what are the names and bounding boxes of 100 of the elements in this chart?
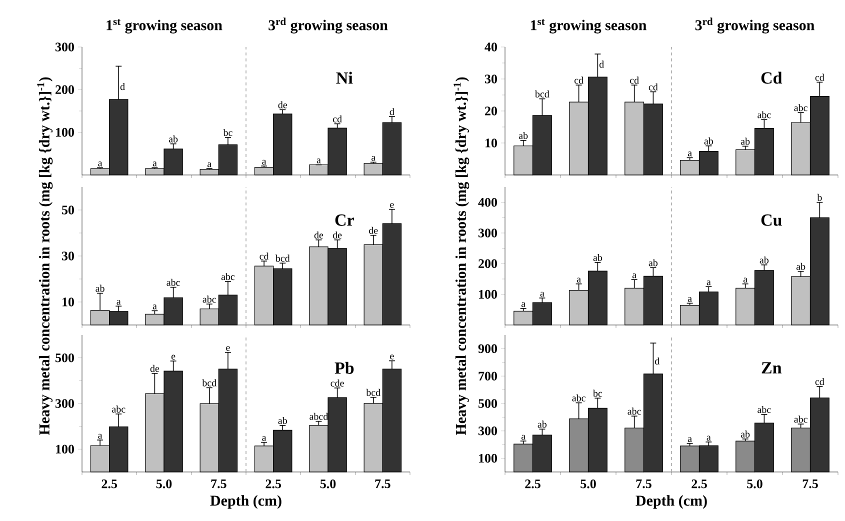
x-tick-label: 5.0	[320, 480, 336, 488]
y-axis-title: Heavy metal concentration in roots (mg [kg {dry wt.}]$^{-1}$)	[37, 77, 53, 436]
data-label: ab	[648, 259, 658, 266]
data-label: a	[98, 162, 102, 166]
y-tick-label: 100	[56, 444, 74, 454]
data-label: cd	[260, 252, 269, 260]
data-label: ab	[168, 135, 178, 142]
data-label: d	[599, 60, 604, 68]
data-label: a	[706, 280, 711, 286]
data-label: a	[706, 436, 711, 441]
data-label: a	[688, 297, 692, 302]
data-label: de	[369, 226, 378, 234]
data-label: ab	[278, 416, 287, 424]
data-label: cd	[574, 76, 584, 84]
data-label: a	[152, 304, 157, 310]
data-label: a	[688, 152, 692, 156]
data-label: abc	[572, 394, 586, 402]
data-label: ab	[760, 256, 769, 264]
x-tick-label: 7.5	[375, 480, 390, 488]
x-tick-label: 7.5	[211, 480, 226, 488]
x-axis-title: Depth (cm)	[636, 495, 707, 509]
data-label: a	[116, 300, 121, 305]
data-label: de	[278, 101, 288, 108]
data-label: e	[226, 346, 230, 351]
x-tick-label: 7.5	[802, 480, 818, 488]
x-tick-label: 2.5	[525, 480, 540, 488]
data-label: ab	[740, 430, 750, 438]
x-axis-title: Depth (cm)	[210, 495, 282, 509]
data-label: bc	[223, 129, 232, 136]
y-tick-label: 100	[479, 454, 497, 463]
data-label: e	[171, 354, 176, 360]
text: 1$^{st}$ growing season	[530, 19, 646, 34]
y-tick-label: 300	[55, 399, 74, 408]
data-label: bcd	[534, 90, 550, 98]
y-tick-label: 200	[56, 85, 74, 94]
y-tick-label: 10	[62, 298, 74, 306]
data-label: ab	[96, 284, 104, 292]
data-label: a	[743, 278, 748, 282]
text: Zn	[762, 362, 782, 374]
data-label: de	[314, 231, 324, 238]
data-label: bcd	[366, 388, 380, 396]
data-label: abc	[758, 111, 771, 118]
text: Ni	[336, 72, 353, 84]
data-label: cde	[330, 380, 344, 387]
x-tick-label: 5.0	[580, 480, 596, 488]
data-label: bc	[592, 390, 602, 397]
data-label: a	[688, 437, 692, 442]
y-axis-title: Heavy metal concentration in roots (mg [kg {dry wt.}]$^{-1}$)	[454, 77, 470, 436]
data-label: a	[262, 160, 266, 165]
data-label: ab	[593, 254, 602, 262]
text: Cr	[335, 214, 354, 226]
data-label: cd	[332, 115, 342, 122]
data-label: abc	[221, 273, 235, 280]
data-label: abc	[112, 406, 126, 413]
y-tick-label: 500	[56, 353, 74, 362]
y-tick-label: 300	[55, 42, 74, 52]
data-label: a	[316, 158, 321, 164]
y-tick-label: 100	[479, 290, 497, 299]
y-tick-label: 400	[478, 198, 497, 207]
text: 3$^{rd}$ growing season	[695, 18, 814, 34]
data-label: a	[208, 162, 212, 168]
data-label: a	[152, 162, 157, 166]
data-label: ab	[796, 262, 806, 270]
data-label: ab	[518, 132, 528, 140]
data-label: abc	[758, 406, 771, 414]
data-label: e	[390, 354, 394, 360]
data-label: a	[98, 434, 102, 439]
data-label: de	[332, 231, 342, 238]
y-tick-label: 300	[478, 426, 497, 436]
data-label: cd	[648, 83, 658, 90]
text: 3$^{rd}$ growing season	[268, 18, 388, 34]
data-label: cd	[630, 76, 639, 84]
x-tick-label: 5.0	[747, 480, 762, 488]
y-tick-label: 700	[478, 372, 497, 380]
data-label: ab	[538, 420, 547, 428]
x-tick-label: 7.5	[636, 480, 652, 488]
data-label: abc	[202, 296, 216, 303]
data-label: ab	[704, 137, 714, 144]
text: Cu	[761, 214, 782, 226]
data-label: cd	[815, 74, 824, 81]
data-label: ab	[740, 138, 750, 145]
data-label: e	[390, 203, 394, 208]
data-label: d	[390, 108, 394, 116]
data-label: a	[262, 436, 266, 441]
y-tick-label: 50	[62, 206, 74, 214]
data-label: cd	[815, 378, 824, 386]
y-tick-label: 10	[486, 138, 497, 148]
data-label: a	[521, 302, 526, 308]
x-tick-label: 2.5	[692, 480, 707, 488]
y-tick-label: 300	[478, 228, 497, 238]
y-tick-label: 20	[485, 106, 497, 116]
data-label: bcd	[202, 379, 216, 386]
y-tick-label: 900	[478, 344, 497, 354]
text: Pb	[334, 362, 354, 374]
data-label: a	[521, 434, 526, 440]
y-tick-label: 200	[478, 259, 497, 268]
y-tick-label: 40	[484, 42, 497, 52]
data-label: a	[372, 156, 376, 161]
y-tick-label: 30	[484, 74, 497, 84]
y-tick-label: 500	[478, 399, 497, 408]
